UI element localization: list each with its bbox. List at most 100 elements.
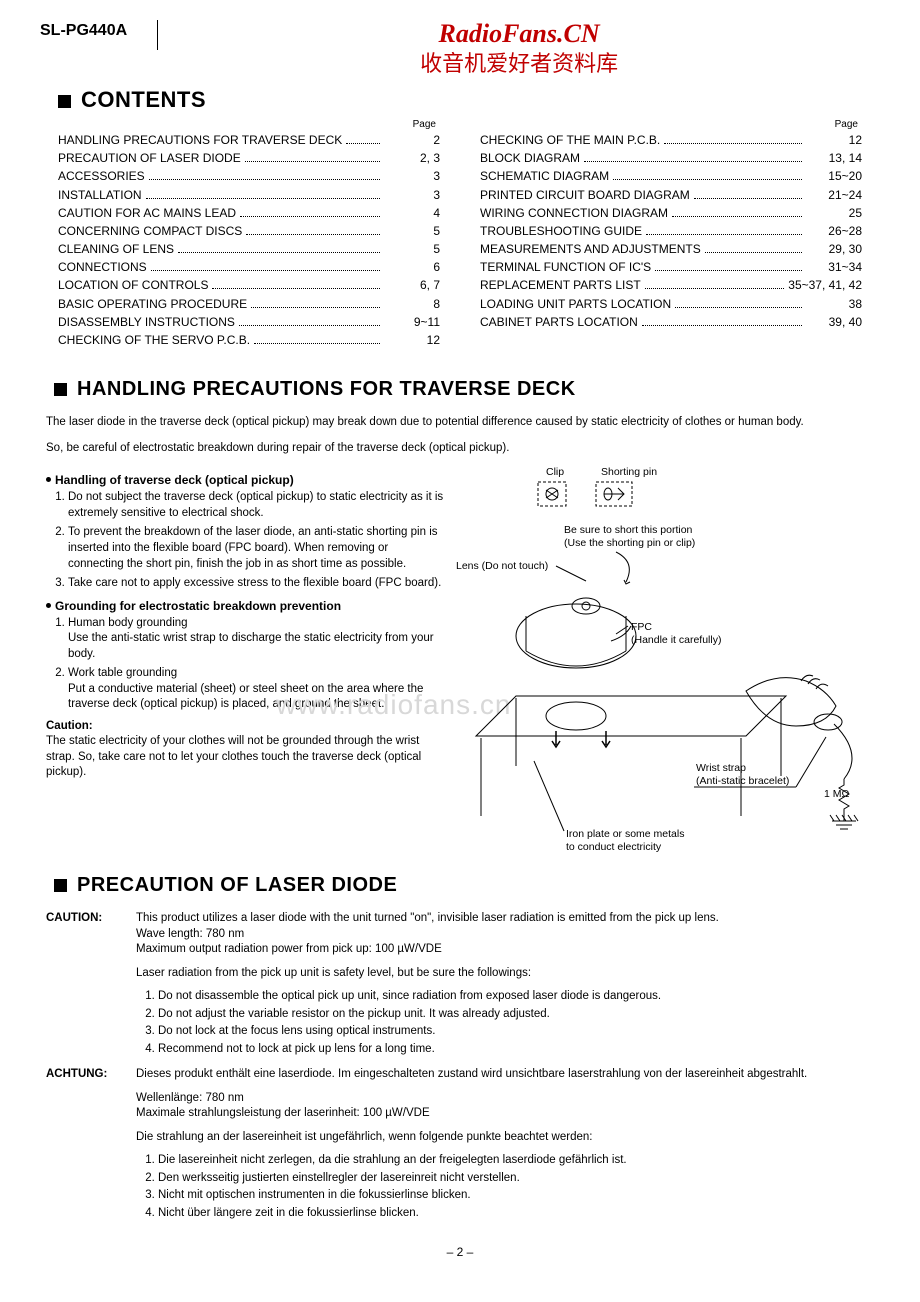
toc-item: CHECKING OF THE MAIN P.C.B. 12 (480, 132, 862, 148)
toc-item: CHECKING OF THE SERVO P.C.B. 12 (58, 332, 440, 348)
list-item: To prevent the breakdown of the laser di… (68, 525, 446, 572)
toc-label: CAUTION FOR AC MAINS LEAD (58, 205, 236, 221)
toc-page: 2, 3 (384, 150, 440, 166)
toc-page: 21~24 (806, 187, 862, 203)
toc-label: TROUBLESHOOTING GUIDE (480, 223, 642, 239)
toc-page: 12 (806, 132, 862, 148)
toc-item: PRECAUTION OF LASER DIODE 2, 3 (58, 150, 440, 166)
toc-label: BLOCK DIAGRAM (480, 150, 580, 166)
toc-page: 38 (806, 296, 862, 312)
square-bullet-icon (54, 879, 67, 892)
toc-page: 6, 7 (384, 277, 440, 293)
toc-page: 15~20 (806, 168, 862, 184)
toc-page: 13, 14 (806, 150, 862, 166)
section1-left: Handling of traverse deck (optical picku… (46, 466, 446, 846)
toc-item: LOCATION OF CONTROLS 6, 7 (58, 277, 440, 293)
toc-item: DISASSEMBLY INSTRUCTIONS9~11 (58, 314, 440, 330)
achtung-tag: ACHTUNG: (46, 1067, 136, 1223)
achtung-body: Dieses produkt enthält eine laserdiode. … (136, 1067, 874, 1223)
toc-label: CLEANING OF LENS (58, 241, 174, 257)
section1-intro2: So, be careful of electrostatic breakdow… (46, 441, 874, 457)
toc-item: BLOCK DIAGRAM 13, 14 (480, 150, 862, 166)
caution-body: The static electricity of your clothes w… (46, 734, 446, 781)
toc-page: 8 (384, 296, 440, 312)
square-bullet-icon (58, 95, 71, 108)
contents-heading: CONTENTS (58, 85, 880, 115)
toc-page: 26~28 (806, 223, 862, 239)
list-item: Recommend not to lock at pick up lens fo… (158, 1042, 874, 1058)
list-item: Take care not to apply excessive stress … (68, 576, 446, 592)
achtung-list: Die lasereinheit nicht zerlegen, da die … (158, 1153, 874, 1221)
sub1-list: Do not subject the traverse deck (optica… (68, 490, 446, 591)
list-item: Den werksseitig justierten einstellregle… (158, 1171, 874, 1187)
list-item: Do not subject the traverse deck (optica… (68, 490, 446, 521)
toc-label: CONNECTIONS (58, 259, 147, 275)
toc-label: CONCERNING COMPACT DISCS (58, 223, 242, 239)
list-item: Nicht mit optischen instrumenten in die … (158, 1188, 874, 1204)
toc-page: 6 (384, 259, 440, 275)
toc-item: PRINTED CIRCUIT BOARD DIAGRAM21~24 (480, 187, 862, 203)
page-header-right: Page (480, 118, 858, 132)
section1-diagram: www.radiofans.cn Clip Shorting pin Be su… (456, 466, 874, 846)
toc-item: SCHEMATIC DIAGRAM15~20 (480, 168, 862, 184)
toc-label: TERMINAL FUNCTION OF IC'S (480, 259, 651, 275)
toc-item: BASIC OPERATING PROCEDURE 8 (58, 296, 440, 312)
toc-page: 35~37, 41, 42 (788, 277, 862, 293)
section1-body: Handling of traverse deck (optical picku… (46, 466, 874, 846)
toc-page: 39, 40 (806, 314, 862, 330)
toc-item: LOADING UNIT PARTS LOCATION 38 (480, 296, 862, 312)
toc-item: REPLACEMENT PARTS LIST35~37, 41, 42 (480, 277, 862, 293)
list-item: Nicht über längere zeit in die fokussier… (158, 1206, 874, 1222)
toc-page: 3 (384, 187, 440, 203)
toc-page: 5 (384, 223, 440, 239)
toc-item: MEASUREMENTS AND ADJUSTMENTS29, 30 (480, 241, 862, 257)
toc-label: BASIC OPERATING PROCEDURE (58, 296, 247, 312)
toc-item: CAUTION FOR AC MAINS LEAD 4 (58, 205, 440, 221)
caution-tag: CAUTION: (46, 911, 136, 1059)
list-item: Do not disassemble the optical pick up u… (158, 989, 874, 1005)
toc-page: 5 (384, 241, 440, 257)
page-header-left: Page (58, 118, 436, 132)
toc-label: HANDLING PRECAUTIONS FOR TRAVERSE DECK (58, 132, 342, 148)
toc-item: ACCESSORIES 3 (58, 168, 440, 184)
caution-heading: Caution: (46, 719, 446, 735)
header-row: SL-PG440A RadioFans.CN 收音机爱好者资料库 (40, 20, 880, 79)
toc-label: LOCATION OF CONTROLS (58, 277, 208, 293)
toc-page: 4 (384, 205, 440, 221)
sub2-heading: Grounding for electrostatic breakdown pr… (46, 598, 446, 614)
toc-item: WIRING CONNECTION DIAGRAM25 (480, 205, 862, 221)
watermark-en: RadioFans.CN (158, 16, 880, 51)
toc-label: INSTALLATION (58, 187, 142, 203)
square-bullet-icon (54, 383, 67, 396)
toc-page: 3 (384, 168, 440, 184)
toc-page: 12 (384, 332, 440, 348)
achtung-block: ACHTUNG: Dieses produkt enthält eine las… (46, 1067, 874, 1223)
toc-item: CONCERNING COMPACT DISCS 5 (58, 223, 440, 239)
toc-label: ACCESSORIES (58, 168, 145, 184)
page-number: – 2 – (40, 1244, 880, 1260)
section2-title: PRECAUTION OF LASER DIODE (54, 872, 880, 899)
caution-list: Do not disassemble the optical pick up u… (158, 989, 874, 1057)
toc-label: CHECKING OF THE SERVO P.C.B. (58, 332, 250, 348)
toc-page: 29, 30 (806, 241, 862, 257)
toc-item: HANDLING PRECAUTIONS FOR TRAVERSE DECK 2 (58, 132, 440, 148)
list-item: Die lasereinheit nicht zerlegen, da die … (158, 1153, 874, 1169)
sub2-list: Human body groundingUse the anti-static … (68, 616, 446, 713)
toc-label: CHECKING OF THE MAIN P.C.B. (480, 132, 660, 148)
model-number: SL-PG440A (40, 20, 158, 50)
toc-label: LOADING UNIT PARTS LOCATION (480, 296, 671, 312)
toc-left-col: Page HANDLING PRECAUTIONS FOR TRAVERSE D… (58, 118, 440, 350)
toc-item: CONNECTIONS 6 (58, 259, 440, 275)
list-item: Do not adjust the variable resistor on t… (158, 1007, 874, 1023)
toc-item: TERMINAL FUNCTION OF IC'S 31~34 (480, 259, 862, 275)
list-item: Work table groundingPut a conductive mat… (68, 666, 446, 713)
toc-page: 2 (384, 132, 440, 148)
toc-right-col: Page CHECKING OF THE MAIN P.C.B. 12 BLOCK … (480, 118, 862, 350)
caution-block: CAUTION: This product utilizes a laser d… (46, 911, 874, 1059)
toc-page: 25 (806, 205, 862, 221)
toc-page: 31~34 (806, 259, 862, 275)
section1-intro1: The laser diode in the traverse deck (op… (46, 415, 874, 431)
toc-label: DISASSEMBLY INSTRUCTIONS (58, 314, 235, 330)
toc-item: INSTALLATION 3 (58, 187, 440, 203)
toc-label: PRECAUTION OF LASER DIODE (58, 150, 241, 166)
